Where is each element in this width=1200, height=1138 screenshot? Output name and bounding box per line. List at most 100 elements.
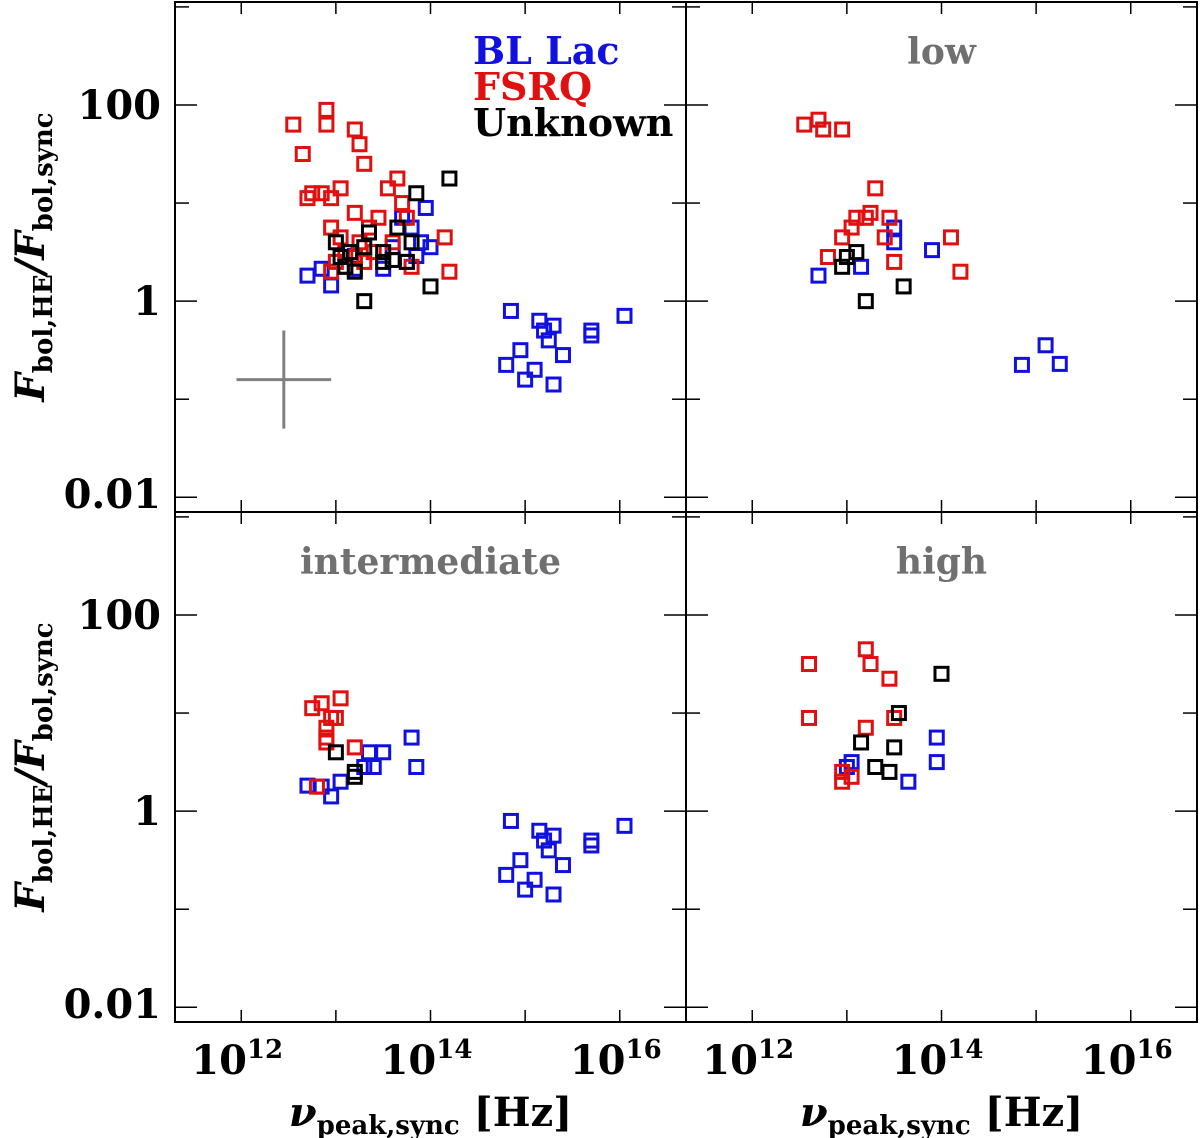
point-bllac (545, 317, 562, 334)
point-unknown (886, 739, 903, 756)
point-fsrq (881, 670, 898, 687)
point-fsrq (299, 190, 316, 207)
point-fsrq (886, 253, 903, 270)
point-fsrq (881, 209, 898, 226)
point-bllac (498, 866, 515, 883)
point-bllac (838, 759, 855, 775)
point-fsrq (834, 763, 851, 780)
y-tick-label: 0.01 (64, 471, 161, 518)
point-fsrq (810, 111, 827, 128)
point-bllac (403, 729, 420, 746)
point-bllac (583, 327, 600, 344)
point-bllac (545, 827, 562, 844)
point-fsrq (346, 739, 363, 756)
point-fsrq (346, 204, 363, 221)
point-bllac (360, 744, 377, 761)
point-fsrq (365, 244, 382, 261)
point-bllac (1037, 337, 1054, 354)
point-fsrq (834, 773, 851, 790)
point-bllac (413, 234, 430, 251)
point-bllac (299, 267, 316, 284)
point-bllac (1051, 355, 1068, 372)
point-bllac (512, 852, 529, 869)
point-fsrq (819, 249, 836, 265)
y-tick-label: 1 (133, 278, 161, 325)
point-unknown (375, 253, 392, 270)
point-bllac (536, 832, 553, 849)
point-fsrq (394, 195, 411, 212)
point-fsrq (332, 229, 349, 246)
point-bllac (583, 832, 600, 849)
point-unknown (867, 759, 884, 775)
point-fsrq (323, 190, 340, 207)
y-tick-label: 1 (133, 788, 161, 835)
y-tick-label: 100 (78, 82, 162, 129)
y-tick-label: 0.01 (64, 981, 161, 1028)
point-bllac (928, 729, 945, 746)
point-fsrq (313, 185, 330, 202)
point-fsrq (942, 229, 959, 246)
point-fsrq (815, 121, 832, 138)
point-unknown (403, 234, 420, 251)
panel-frame (174, 1, 687, 513)
point-fsrq (843, 768, 860, 785)
point-bllac (332, 773, 349, 790)
point-unknown (848, 244, 865, 261)
y-tick-label: 100 (78, 592, 162, 639)
legend-entry: FSRQ (473, 64, 592, 109)
point-fsrq (876, 229, 893, 246)
point-bllac (375, 744, 392, 761)
panel-frame (174, 511, 687, 1023)
point-bllac (900, 773, 917, 790)
point-fsrq (834, 121, 851, 138)
point-fsrq (441, 263, 458, 280)
point-fsrq (346, 121, 363, 138)
point-fsrq (327, 709, 344, 726)
point-fsrq (403, 258, 420, 275)
point-unknown (327, 744, 344, 761)
x-tick-label: 1012 (702, 1035, 794, 1084)
point-unknown (356, 293, 373, 310)
point-unknown (332, 249, 349, 265)
point-fsrq (384, 234, 401, 251)
point-bllac (356, 759, 373, 775)
point-fsrq (857, 209, 874, 226)
point-fsrq (327, 253, 344, 270)
point-fsrq (318, 734, 335, 751)
point-bllac (554, 347, 571, 364)
point-fsrq (801, 656, 818, 673)
point-fsrq (886, 709, 903, 726)
point-bllac (422, 239, 439, 256)
panel-frame (685, 1, 1198, 513)
x-tick-label: 1016 (570, 1035, 662, 1084)
panel-frame (685, 511, 1198, 1023)
point-fsrq (389, 170, 406, 187)
point-unknown (890, 705, 907, 722)
panel-top-right: low (685, 1, 1198, 513)
point-fsrq (308, 778, 325, 795)
point-fsrq (436, 229, 453, 246)
axis-labels-layer: Fbol,HE/Fbol,sync Fbol,HE/Fbol,sync νpeak,… (7, 112, 1083, 1138)
point-unknown (389, 219, 406, 236)
point-unknown (853, 734, 870, 751)
point-fsrq (834, 229, 851, 246)
point-unknown (398, 253, 415, 270)
x-tick-label: 1014 (381, 1035, 473, 1084)
point-fsrq (332, 690, 349, 707)
point-bllac (616, 817, 633, 834)
point-bllac (526, 361, 543, 378)
point-fsrq (304, 185, 321, 202)
point-bllac (583, 837, 600, 854)
x-tick-label: 1016 (1081, 1035, 1173, 1084)
y-axis-title: Fbol,HE/Fbol,sync (7, 112, 59, 402)
x-tick-label: 1012 (191, 1035, 283, 1084)
legend-entry: Unknown (473, 100, 673, 145)
point-unknown (422, 278, 439, 295)
point-unknown (838, 249, 855, 265)
point-unknown (857, 293, 874, 310)
point-bllac (583, 322, 600, 339)
point-bllac (408, 759, 425, 775)
point-unknown (933, 665, 950, 682)
point-bllac (843, 754, 860, 771)
